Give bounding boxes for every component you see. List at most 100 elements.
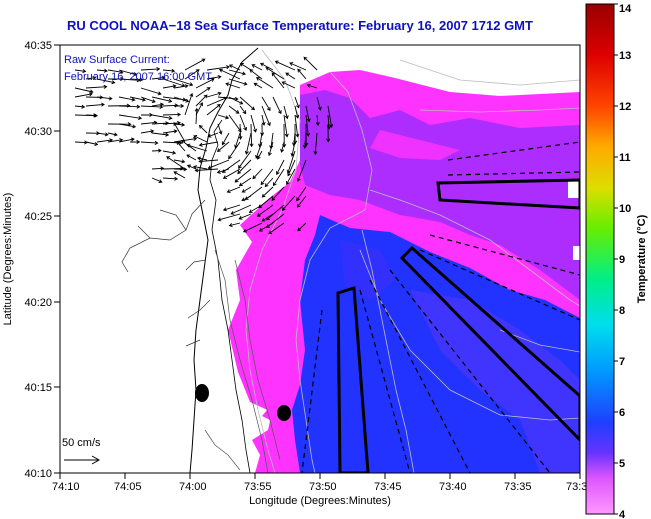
colorbar-tick: 10 [619,203,631,215]
current-vector [107,138,124,143]
current-vector [186,164,197,170]
current-vector [294,114,300,138]
current-vector [162,150,177,155]
current-vector [162,129,178,134]
current-vector [302,132,307,149]
current-vector [237,159,252,175]
current-vector [228,141,241,160]
y-tick-label: 40:35 [24,40,52,52]
current-vector [271,186,285,201]
current-vector [162,140,183,145]
current-vector [74,69,87,74]
current-vector [195,78,215,89]
current-vector [316,96,322,111]
current-vector [283,114,289,138]
current-vector [250,114,258,133]
current-vector [186,154,197,161]
current-vector [264,177,274,188]
current-vector [118,114,143,121]
current-vector [253,82,263,89]
colorbar-gradient [585,3,615,515]
current-vector [129,139,141,144]
y-tick-label: 40:15 [24,382,52,394]
current-vector [96,68,108,73]
current-vector [129,96,146,102]
current-vector [206,96,228,107]
current-vector [140,87,162,96]
current-vector [226,186,241,194]
current-vector [195,94,208,107]
current-vector [313,132,318,155]
current-vector [206,91,222,98]
current-vector [198,159,219,164]
x-axis-label: Longitude (Degrees:Minutes) [249,495,391,507]
current-vector [256,204,274,217]
current-vector [85,84,108,89]
current-vector [129,77,144,82]
current-vector [206,65,230,71]
current-vector [228,96,244,105]
current-vector [196,156,208,161]
current-vector [218,68,241,80]
colorbar-tick: 11 [619,152,631,164]
y-axis: 40:35 40:30 40:25 40:20 40:15 40:10 Lati… [2,40,60,480]
current-vector [268,222,285,235]
colorbar-tick: 6 [619,407,625,419]
current-vector [85,102,105,107]
survey-boxes [336,178,580,473]
current-vector [166,156,186,170]
current-vector [327,105,334,128]
x-tick-label: 73:50 [309,481,337,493]
current-vector [221,132,230,146]
current-vector [255,77,274,89]
current-vector [162,84,177,89]
x-tick-label: 74:10 [52,481,80,493]
current-vector [194,107,199,125]
colorbar-tick: 8 [619,305,625,317]
x-tick-label: 73:40 [439,481,467,493]
current-vector [140,67,161,72]
current-vector [184,58,206,71]
current-vector [260,168,274,186]
current-vector [242,222,263,233]
y-tick-label: 40:10 [24,468,52,480]
current-vector [289,62,307,71]
current-vector [195,102,203,116]
current-vector [228,105,240,114]
current-vector [225,82,241,89]
current-vector [273,168,285,187]
current-vector [260,62,274,71]
colorbar-tick: 5 [619,458,625,470]
current-vector [140,96,156,103]
current-vector [281,81,296,89]
current-vector [294,105,300,119]
current-vector [85,75,97,80]
y-tick-label: 40:25 [24,211,52,223]
current-vector [280,141,285,153]
current-vector [173,96,190,103]
current-vector [195,87,211,98]
current-vector [85,141,99,147]
colorbar-tick: 9 [619,254,625,266]
colorbar-tick: 7 [619,356,625,368]
current-vector [173,122,186,143]
current-vector [162,112,182,117]
current-vector [238,213,252,220]
current-vector [151,166,165,171]
current-vector [96,96,113,101]
current-vector [257,150,263,160]
current-vector [162,176,179,181]
current-legend-title: Raw Surface Current: [64,54,170,66]
current-vector [239,63,252,71]
current-vector [228,114,242,133]
y-axis-label: Latitude (Degrees:Minutes) [2,193,14,326]
current-vector [296,195,307,208]
colorbar: 4 5 6 7 8 9 10 11 12 13 14 Temperature (… [585,3,648,519]
scale-label: 50 cm/s [62,437,101,449]
current-vector [222,168,241,179]
current-vector [174,103,185,108]
current-vector [140,129,155,134]
current-vector [261,186,274,198]
current-vector [267,141,274,157]
current-vector [217,123,223,135]
